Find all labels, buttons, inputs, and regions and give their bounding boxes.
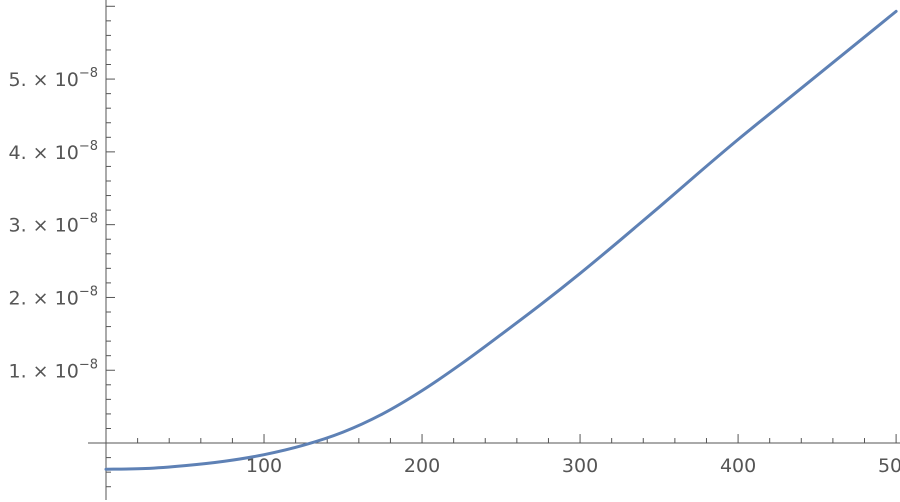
y-tick-label: 5. × 10−8: [9, 66, 98, 91]
x-tick-label: 200: [404, 455, 440, 477]
x-tick-label: 300: [562, 455, 598, 477]
x-tick-label: 400: [720, 455, 756, 477]
x-tick-label: 500: [878, 455, 900, 477]
series-line: [104, 9, 898, 471]
x-tick-label: 100: [246, 455, 282, 477]
y-tick-label: 3. × 10−8: [9, 212, 98, 237]
y-tick-label: 4. × 10−8: [9, 139, 98, 164]
tick-labels: 100 200 300 400 500 1. × 10−8 2. × 10−8 3. × 10…: [9, 66, 900, 477]
series: [104, 9, 898, 471]
y-tick-label: 2. × 10−8: [9, 284, 98, 309]
axes: [88, 0, 900, 500]
y-tick-label: 1. × 10−8: [9, 357, 98, 382]
ticks: [106, 5, 897, 488]
